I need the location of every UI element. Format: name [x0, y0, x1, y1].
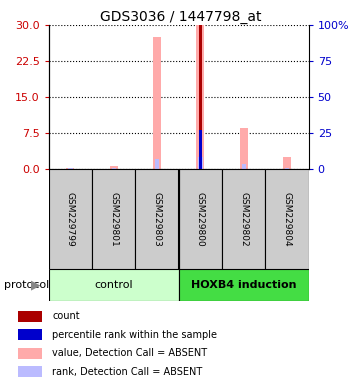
Bar — [49, 169, 92, 269]
Text: control: control — [95, 280, 133, 290]
Bar — [49, 269, 179, 301]
Bar — [179, 169, 222, 269]
Bar — [242, 164, 246, 169]
Text: GSM229800: GSM229800 — [196, 192, 205, 246]
Text: HOXB4 induction: HOXB4 induction — [191, 280, 296, 290]
Bar — [196, 25, 204, 169]
Text: GSM229799: GSM229799 — [66, 192, 75, 246]
Text: percentile rank within the sample: percentile rank within the sample — [52, 330, 217, 340]
Text: GSM229801: GSM229801 — [109, 192, 118, 246]
Bar — [222, 169, 265, 269]
Bar — [18, 329, 42, 340]
Bar — [18, 348, 42, 359]
Bar — [240, 128, 248, 169]
Bar — [68, 168, 73, 169]
Bar — [283, 157, 291, 169]
Bar — [66, 167, 74, 169]
Text: GSM229802: GSM229802 — [239, 192, 248, 246]
Bar — [199, 130, 202, 169]
Bar — [265, 169, 309, 269]
Bar — [110, 166, 118, 169]
Text: GSM229804: GSM229804 — [283, 192, 291, 246]
Bar — [153, 37, 161, 169]
Bar — [135, 169, 179, 269]
Text: protocol: protocol — [4, 280, 49, 290]
Bar — [18, 366, 42, 377]
Bar — [199, 25, 202, 169]
Text: rank, Detection Call = ABSENT: rank, Detection Call = ABSENT — [52, 367, 203, 377]
Text: GSM229803: GSM229803 — [153, 192, 161, 246]
Bar — [285, 168, 289, 169]
Bar — [155, 159, 159, 169]
Bar — [198, 157, 203, 169]
Text: GDS3036 / 1447798_at: GDS3036 / 1447798_at — [100, 10, 261, 23]
Text: value, Detection Call = ABSENT: value, Detection Call = ABSENT — [52, 348, 208, 358]
Bar — [18, 311, 42, 322]
Bar — [112, 168, 116, 169]
Text: ▶: ▶ — [31, 279, 41, 291]
Bar — [92, 169, 135, 269]
Bar — [179, 269, 309, 301]
Text: count: count — [52, 311, 80, 321]
